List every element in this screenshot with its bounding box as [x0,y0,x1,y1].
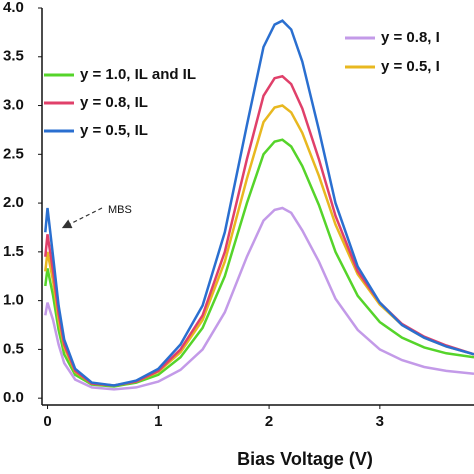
legend-label: y = 0.8, IL [80,94,148,111]
legend-label: y = 1.0, IL and IL [80,66,196,83]
y-tick-label: 3.0 [3,97,24,114]
x-tick-label: 2 [265,413,273,430]
x-tick-label: 3 [376,413,384,430]
y-tick-label: 2.5 [3,145,24,162]
x-tick-label: 0 [43,413,51,430]
annotation: MBS [108,204,132,216]
y-tick-label: 3.5 [3,48,24,65]
x-axis-label: Bias Voltage (V) [237,449,373,469]
x-tick-label: 1 [154,413,162,430]
annotation-arrow [61,207,103,229]
y-tick-label: 0.0 [3,389,24,406]
series-line [44,104,474,387]
y-tick-label: 4.0 [3,0,24,16]
legend-label: y = 0.5, IL [80,122,148,139]
legend-label: y = 0.8, I [381,29,440,46]
series-line [44,206,474,391]
series-line [44,19,474,387]
y-tick-label: 1.0 [3,292,24,309]
y-tick-label: 1.5 [3,243,24,260]
legend-label: y = 0.5, I [381,58,440,75]
y-tick-label: 2.0 [3,194,24,211]
y-tick-label: 0.5 [3,340,24,357]
series-line [44,138,474,388]
